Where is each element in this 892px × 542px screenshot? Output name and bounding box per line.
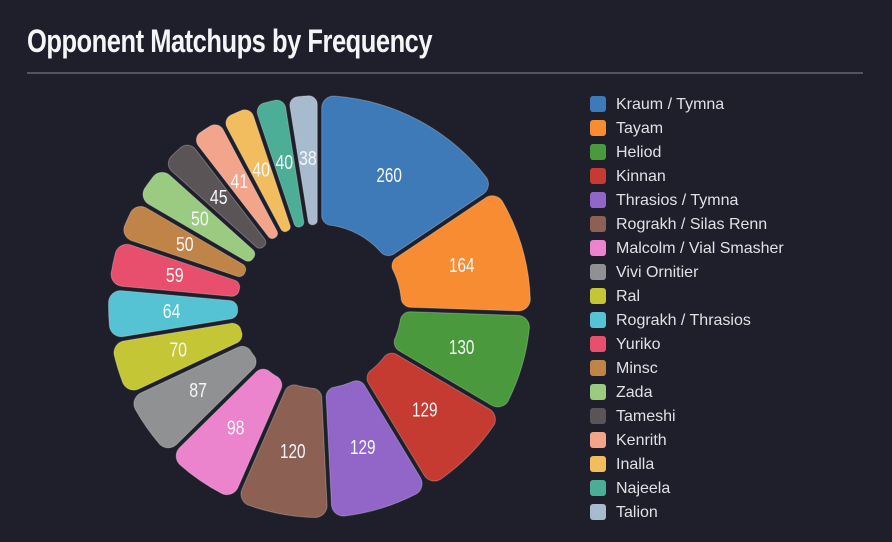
svg-text:40: 40 <box>252 159 270 181</box>
svg-text:59: 59 <box>166 265 184 287</box>
svg-text:260: 260 <box>376 165 402 187</box>
svg-text:50: 50 <box>191 208 209 230</box>
svg-text:70: 70 <box>169 339 187 361</box>
svg-text:87: 87 <box>189 380 207 402</box>
svg-text:98: 98 <box>227 417 245 439</box>
svg-text:120: 120 <box>280 441 306 463</box>
svg-text:130: 130 <box>449 337 475 359</box>
svg-text:45: 45 <box>210 187 228 209</box>
svg-text:129: 129 <box>412 400 438 422</box>
svg-text:40: 40 <box>275 152 293 174</box>
svg-text:50: 50 <box>176 234 194 256</box>
svg-text:164: 164 <box>449 255 475 277</box>
svg-text:129: 129 <box>350 437 376 459</box>
svg-text:64: 64 <box>163 301 181 323</box>
svg-text:38: 38 <box>299 148 317 170</box>
svg-text:41: 41 <box>231 171 249 193</box>
